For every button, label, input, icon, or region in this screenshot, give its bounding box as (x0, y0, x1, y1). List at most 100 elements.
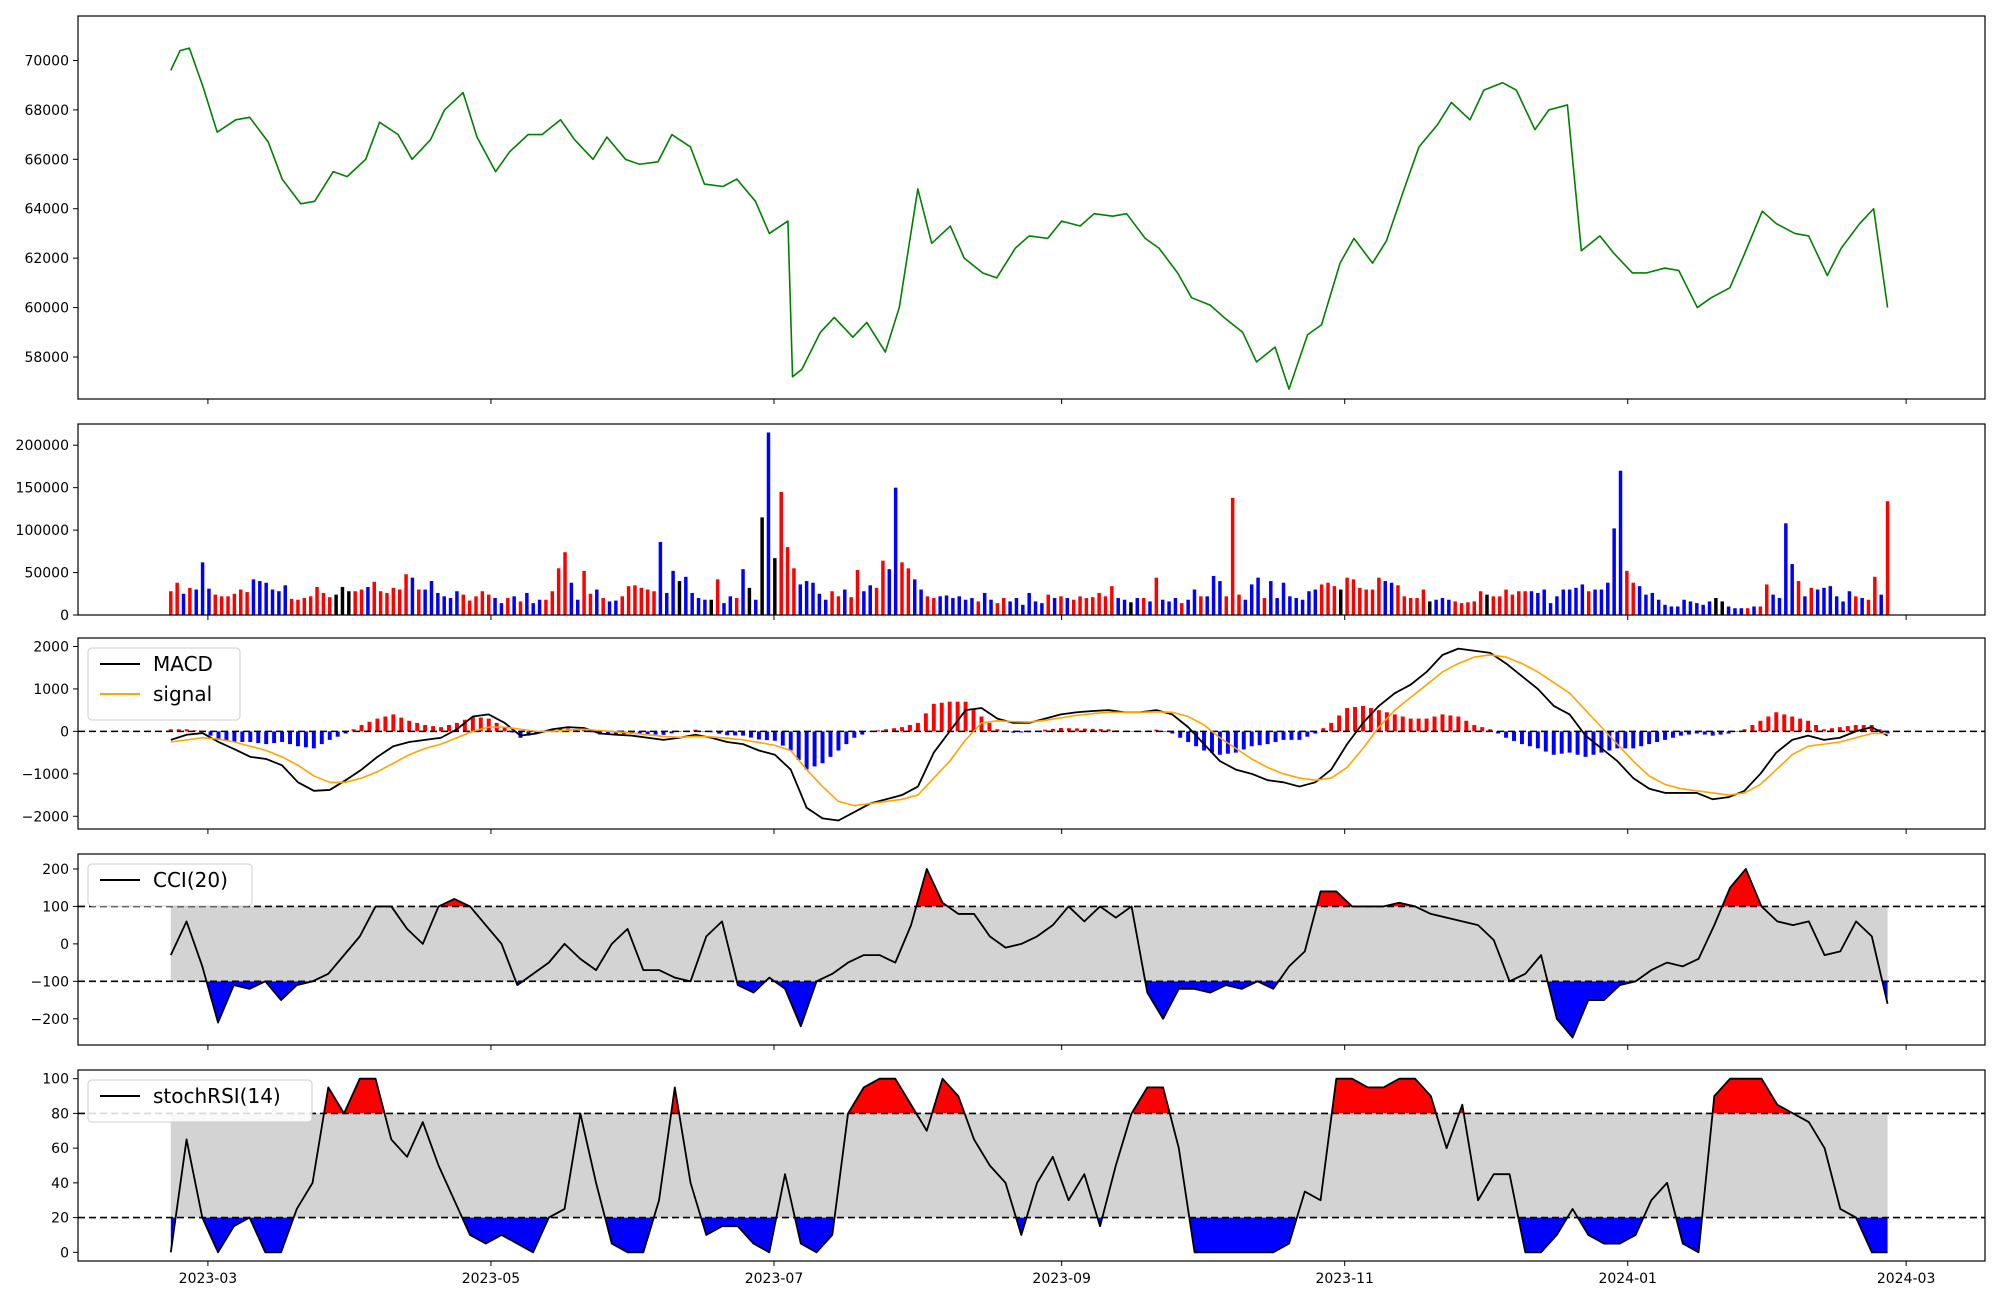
volume-bar (1434, 599, 1438, 615)
macd-hist-bar (296, 731, 300, 747)
volume-bar (1650, 592, 1655, 615)
macd-hist-bar (486, 718, 491, 732)
macd-ytick-label: −1000 (22, 767, 69, 783)
volume-bar (912, 579, 917, 615)
volume-bar (1141, 598, 1146, 615)
volume-bar (1796, 581, 1801, 615)
volume-bar (1294, 598, 1298, 615)
volume-bar (849, 597, 853, 615)
macd-hist-bar (955, 701, 960, 732)
macd-hist-bar (208, 731, 213, 736)
volume-bar (391, 587, 396, 615)
volume-bar (982, 592, 987, 615)
volume-bar (1370, 589, 1375, 615)
macd-hist-bar (176, 729, 181, 732)
volume-bar (1192, 589, 1197, 615)
macd-ytick-label: 0 (60, 724, 69, 740)
cci-legend-label-0: CCI(20) (153, 868, 228, 892)
cci-ytick-label: −100 (31, 974, 69, 990)
volume-bar (779, 491, 783, 615)
volume-bar (448, 598, 453, 615)
macd-legend-box (87, 647, 241, 721)
volume-bar (957, 596, 961, 615)
macd-hist-bar (963, 701, 968, 732)
volume-bar (976, 601, 981, 615)
volume-bar (1447, 599, 1451, 615)
volume-ytick-label: 150000 (16, 481, 69, 497)
volume-bar (817, 593, 822, 615)
volume-bar (792, 568, 796, 615)
macd-hist-bar (947, 701, 952, 732)
volume-bar (1885, 501, 1890, 615)
stochrsi-oversold-fill (1856, 1217, 1888, 1253)
macd-hist-bar (772, 731, 777, 741)
macd-hist-bar (1313, 731, 1318, 734)
volume-bar (1059, 596, 1063, 615)
macd-hist-bar (1082, 728, 1087, 732)
macd-hist-bar (1480, 727, 1485, 732)
volume-bar (1256, 577, 1260, 615)
volume-bar (1726, 606, 1731, 615)
macd-hist-bar (1774, 712, 1779, 732)
macd-hist-bar (391, 714, 396, 732)
macd-hist-bar (1432, 716, 1437, 732)
macd-hist-bar (502, 727, 507, 732)
stochrsi-oversold-fill (1016, 1217, 1027, 1235)
stochrsi-ytick-label: 100 (42, 1072, 69, 1088)
macd-hist-bar (216, 731, 221, 740)
macd-hist-bar (1249, 731, 1254, 747)
volume-bar (461, 594, 466, 615)
macd-hist-bar (367, 721, 372, 732)
volume-bar (1167, 601, 1171, 615)
macd-hist-bar (1281, 731, 1286, 740)
volume-ytick-label: 50000 (24, 566, 69, 582)
volume-bar (1332, 586, 1337, 615)
macd-hist-bar (1329, 722, 1334, 732)
volume-bar (868, 585, 872, 615)
volume-bar (1733, 608, 1737, 615)
macd-hist-bar (1527, 731, 1532, 747)
macd-hist-bar (820, 731, 825, 764)
macd-hist-bar (900, 727, 904, 732)
macd-hist-bar (605, 731, 610, 735)
macd-hist-bar (1241, 731, 1246, 750)
stochrsi-overbought-fill (1712, 1078, 1794, 1114)
volume-bar (1695, 603, 1699, 615)
macd-hist-bar (1090, 728, 1095, 732)
volume-bar (569, 582, 574, 615)
volume-bar (754, 599, 758, 615)
macd-hist-bar (327, 731, 332, 740)
macd-hist-bar (1210, 731, 1214, 753)
macd-hist-bar (828, 731, 833, 757)
volume-bar (423, 589, 427, 615)
volume-bar (1625, 570, 1629, 615)
volume-bar (766, 432, 771, 615)
stochrsi-overbought-fill (324, 1087, 345, 1114)
volume-bar (1262, 598, 1267, 615)
macd-hist-bar (717, 731, 722, 734)
volume-bar (1561, 589, 1566, 615)
volume-bar (277, 591, 281, 615)
macd-hist-bar (1051, 728, 1055, 732)
volume-bar (1497, 596, 1502, 615)
macd-hist-bar (1345, 708, 1350, 732)
stochrsi-overbought-fill (1331, 1078, 1437, 1114)
macd-hist-bar (1829, 728, 1834, 732)
macd-hist-bar (701, 730, 706, 732)
cci-overbought-fill (1722, 868, 1762, 907)
macd-hist-bar (1305, 731, 1310, 737)
macd-hist-bar (749, 731, 753, 738)
volume-bar (1707, 601, 1712, 615)
macd-hist-bar (319, 731, 324, 745)
volume-bar (1586, 591, 1591, 615)
volume-bar (296, 599, 300, 615)
volume-bar (1739, 608, 1744, 615)
volume-bar (1383, 581, 1387, 615)
macd-hist-bar (1186, 731, 1191, 742)
macd-hist-bar (1798, 718, 1803, 732)
x-tick-label: 2023-05 (462, 1271, 521, 1287)
volume-bar (887, 569, 892, 615)
volume-bar (874, 587, 879, 615)
volume-bar (595, 589, 599, 615)
macd-hist-bar (971, 709, 976, 732)
